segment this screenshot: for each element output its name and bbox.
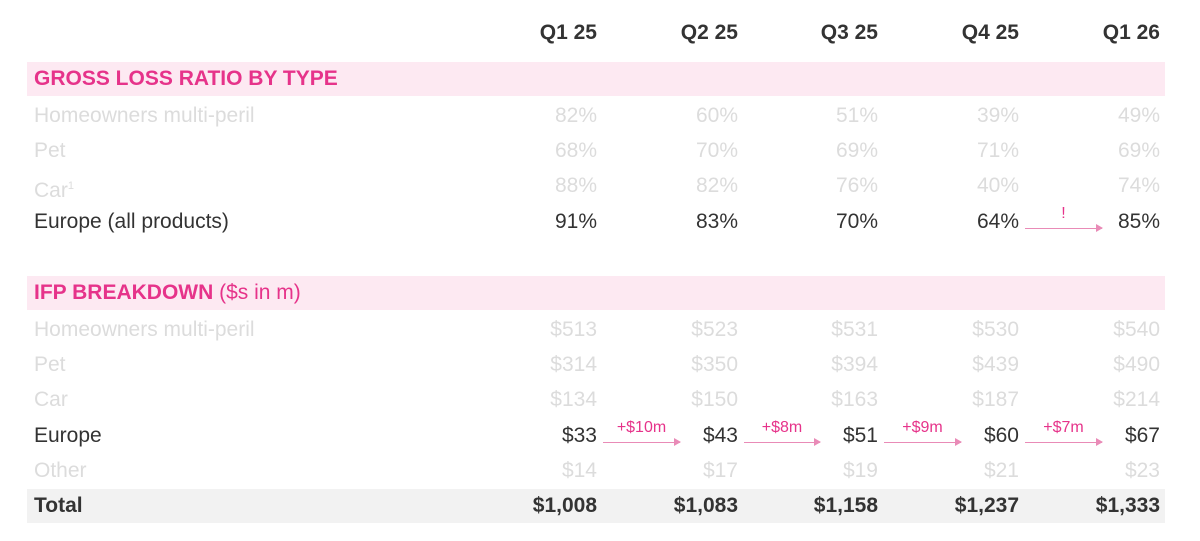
value-cell: $19 — [842, 458, 878, 482]
value-cell: $163 — [831, 388, 878, 412]
value-cell: $51 — [842, 423, 878, 447]
row-label: Homeowners multi-peril — [34, 104, 255, 128]
value-cell: $21 — [983, 458, 1019, 482]
value-cell: 76% — [835, 174, 878, 198]
arrow — [884, 437, 962, 446]
section-title-text: IFP BREAKDOWN — [34, 281, 214, 304]
section-band — [27, 276, 1165, 310]
value-cell: $490 — [1113, 353, 1160, 377]
value-cell: 40% — [976, 174, 1019, 198]
value-cell: $394 — [831, 353, 878, 377]
row-label-text: Homeowners multi-peril — [34, 104, 255, 127]
value-cell: $439 — [972, 353, 1019, 377]
value-cell: 74% — [1117, 174, 1160, 198]
row-label: Homeowners multi-peril — [34, 318, 255, 342]
value-cell: 51% — [835, 104, 878, 127]
value-cell: 68% — [554, 139, 597, 163]
row-label: Pet — [34, 139, 66, 163]
row-label: Other — [34, 459, 87, 483]
value-cell: $60 — [983, 423, 1019, 447]
value-cell: 60% — [695, 104, 738, 127]
value-cell: 85% — [1117, 209, 1160, 233]
total-cell: $1,237 — [954, 494, 1019, 517]
total-cell: $1,008 — [532, 494, 597, 517]
column-header: Q1 25 — [539, 21, 597, 44]
value-cell: $214 — [1113, 388, 1160, 412]
value-cell: $314 — [550, 353, 597, 377]
value-cell: $43 — [702, 423, 738, 447]
arrow — [603, 437, 681, 446]
row-label: Pet — [34, 353, 66, 377]
value-cell: $350 — [691, 353, 738, 377]
row-label-text: Car — [34, 388, 68, 412]
row-label: Europe (all products) — [34, 210, 229, 234]
arrow — [1025, 223, 1103, 232]
row-label-text: Pet — [34, 353, 66, 377]
total-band — [27, 489, 1165, 523]
value-cell: $14 — [561, 458, 597, 482]
section-title-text: GROSS LOSS RATIO BY TYPE — [34, 67, 338, 90]
section-band — [27, 62, 1165, 96]
arrow-label: +$8m — [761, 418, 803, 436]
row-label-text: Car — [34, 179, 68, 203]
row-label-text: Other — [34, 458, 87, 482]
value-cell: $531 — [831, 318, 878, 341]
value-cell: 83% — [695, 209, 738, 233]
value-cell: 70% — [695, 139, 738, 163]
value-cell: $523 — [691, 318, 738, 341]
value-cell: $33 — [561, 423, 597, 447]
value-cell: $150 — [691, 388, 738, 412]
value-cell: $540 — [1113, 318, 1160, 341]
total-cell: $1,158 — [813, 494, 878, 517]
arrow — [744, 437, 821, 446]
section-unit: ($s in m) — [219, 281, 301, 304]
value-cell: $187 — [972, 388, 1019, 412]
arrow-label: ! — [1061, 204, 1066, 222]
row-label-text: Homeowners multi-peril — [34, 318, 255, 341]
value-cell: $513 — [550, 318, 597, 341]
arrow-label: +$9m — [902, 418, 943, 436]
value-cell: 49% — [1117, 104, 1160, 127]
value-cell: 64% — [976, 209, 1019, 233]
value-cell: 71% — [976, 139, 1019, 163]
row-label: Car1 — [34, 174, 74, 203]
section-title: GROSS LOSS RATIO BY TYPE — [34, 67, 338, 91]
column-header: Q1 26 — [1102, 21, 1160, 44]
value-cell: 91% — [554, 209, 597, 233]
value-cell: 69% — [835, 139, 878, 163]
value-cell: $17 — [702, 458, 738, 482]
arrow — [1025, 437, 1103, 446]
column-header: Q2 25 — [680, 21, 738, 44]
row-label-text: Europe — [34, 423, 102, 447]
row-label: Car — [34, 388, 68, 412]
row-label-text: Europe (all products) — [34, 209, 229, 233]
value-cell: $67 — [1124, 423, 1160, 447]
value-cell: $23 — [1124, 458, 1160, 482]
row-label: Europe — [34, 424, 102, 448]
value-cell: 88% — [554, 174, 597, 198]
footnote-mark: 1 — [67, 180, 74, 193]
value-cell: 69% — [1117, 139, 1160, 163]
section-title: IFP BREAKDOWN ($s in m) — [34, 281, 301, 305]
value-cell: $530 — [972, 318, 1019, 341]
value-cell: 39% — [976, 104, 1019, 127]
arrow-label: +$7m — [1043, 418, 1084, 436]
value-cell: 70% — [835, 209, 878, 233]
arrow-label: +$10m — [616, 418, 667, 436]
column-header: Q3 25 — [820, 21, 878, 44]
total-label: Total — [34, 494, 83, 517]
column-header: Q4 25 — [961, 21, 1019, 44]
value-cell: 82% — [695, 174, 738, 198]
value-cell: $134 — [550, 388, 597, 412]
total-cell: $1,333 — [1095, 494, 1160, 517]
value-cell: 82% — [554, 104, 597, 127]
total-cell: $1,083 — [673, 494, 738, 517]
row-label-text: Pet — [34, 139, 66, 163]
